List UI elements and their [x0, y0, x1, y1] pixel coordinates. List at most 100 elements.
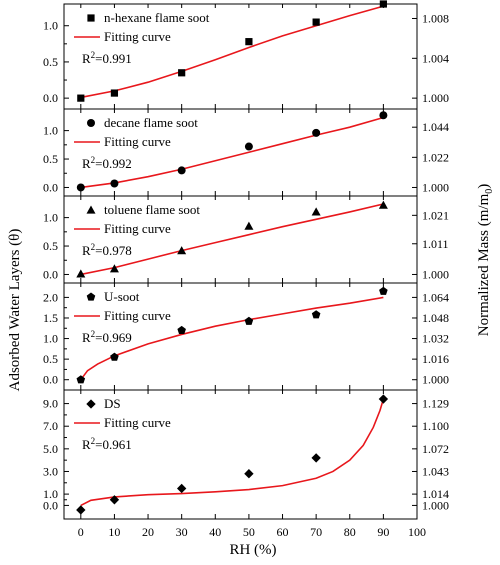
legend-marker — [86, 399, 96, 409]
left-y-tick-label: 0.0 — [43, 267, 58, 281]
panel-3: 0.0 0.5 1.0 1.000 1.011 1.021 toluene flame so… — [43, 195, 449, 284]
right-y-tick-label: 1.064 — [422, 290, 449, 304]
data-point — [109, 264, 119, 273]
data-point — [378, 394, 389, 404]
left-y-tick-label: 0.0 — [43, 180, 58, 194]
right-y-tick-label: 1.000 — [422, 498, 449, 512]
left-y-tick-label: 7.0 — [43, 419, 58, 433]
right-y-tick-label: 1.014 — [422, 487, 449, 501]
right-y-tick-label: 1.000 — [422, 267, 449, 281]
data-point — [312, 18, 320, 26]
data-point — [177, 325, 186, 334]
legend-series-label: DS — [104, 396, 121, 411]
left-y-tick-label: 0.5 — [43, 55, 58, 69]
x-tick-label: 30 — [176, 525, 188, 539]
fitting-curve — [80, 398, 385, 507]
right-y-tick-label: 1.100 — [422, 419, 449, 433]
data-point — [312, 128, 321, 137]
x-axis: 0 10 20 30 40 50 60 70 80 90 100 — [78, 525, 426, 539]
legend-marker — [87, 14, 95, 22]
panel-4: 0.0 0.5 1.0 1.5 2.0 1.000 1.016 1.032 1.048 1.064… — [43, 282, 449, 391]
data-point — [245, 38, 253, 46]
x-tick-label: 10 — [108, 525, 120, 539]
r-squared-label: R2=0.992 — [82, 155, 132, 171]
right-y-tick-label: 1.022 — [422, 150, 449, 164]
left-y-tick-label: 0.5 — [43, 239, 58, 253]
x-tick-label: 80 — [344, 525, 356, 539]
left-y-tick-label: 0.0 — [43, 373, 58, 387]
left-y-axis-title: Adsorbed Water Layers (θ) — [7, 229, 23, 392]
x-tick-label: 70 — [310, 525, 322, 539]
data-point — [244, 316, 254, 325]
panel-frame — [63, 389, 418, 520]
data-point — [379, 286, 388, 295]
x-tick-label: 100 — [408, 525, 426, 539]
data-point — [176, 483, 187, 494]
data-point — [311, 207, 321, 216]
legend-series-label: n-hexane flame soot — [104, 10, 210, 25]
left-y-tick-label: 0.0 — [43, 498, 58, 512]
r-squared-label: R2=0.969 — [82, 329, 132, 345]
data-point — [177, 246, 187, 255]
left-y-tick-label: 1.0 — [43, 211, 58, 225]
data-point — [311, 310, 321, 319]
right-y-tick-label: 1.004 — [422, 51, 449, 65]
left-y-tick-label: 1.5 — [43, 311, 58, 325]
right-y-tick-label: 1.048 — [422, 311, 449, 325]
right-y-tick-label: 1.032 — [422, 332, 449, 346]
right-y-tick-label: 1.011 — [422, 237, 449, 251]
right-y-tick-label: 1.021 — [422, 208, 449, 222]
data-point — [311, 453, 321, 463]
data-point — [177, 166, 186, 175]
right-y-axis-title: Normalized Mass (m/m0) — [476, 184, 495, 336]
legend-marker — [87, 119, 95, 127]
left-y-tick-label: 3.0 — [43, 464, 58, 478]
r-squared-label: R2=0.991 — [82, 50, 132, 66]
right-y-tick-label: 1.000 — [422, 91, 449, 105]
chart-panels: 0.0 0.5 1.0 1.000 1.004 1.008 n-hexane flame s… — [43, 0, 449, 520]
data-point — [77, 94, 85, 102]
right-y-axis-title-subscript: 0 — [484, 189, 495, 194]
panel-2: 0.0 0.5 1.0 1.000 1.022 1.044 decane flame soo… — [43, 108, 449, 197]
left-y-tick-label: 1.0 — [43, 19, 58, 33]
right-y-axis-title-main: Normalized Mass (m/m — [476, 193, 492, 336]
data-point — [244, 221, 254, 230]
right-y-axis-title-close: ) — [476, 184, 492, 189]
x-tick-label: 20 — [142, 525, 154, 539]
right-y-tick-label: 1.008 — [422, 11, 449, 25]
left-y-tick-label: 2.0 — [43, 290, 58, 304]
x-tick-label: 40 — [209, 525, 221, 539]
legend-fit-label: Fitting curve — [104, 29, 171, 44]
left-y-tick-label: 1.0 — [43, 332, 58, 346]
left-y-tick-label: 1.0 — [43, 487, 58, 501]
legend-fit-label: Fitting curve — [104, 308, 171, 323]
fitting-curve — [80, 116, 384, 189]
data-point — [244, 142, 253, 151]
fitting-curve — [80, 203, 384, 276]
data-point — [110, 179, 119, 188]
right-y-tick-label: 1.000 — [422, 373, 449, 387]
data-point — [109, 495, 120, 505]
left-y-tick-label: 1.0 — [43, 124, 58, 138]
x-tick-label: 0 — [78, 525, 84, 539]
data-point — [379, 111, 388, 120]
data-point — [178, 69, 186, 77]
data-point — [378, 200, 388, 209]
legend-fit-label: Fitting curve — [104, 415, 171, 430]
right-y-tick-label: 1.000 — [422, 180, 449, 194]
data-point — [244, 469, 254, 479]
panel-1: 0.0 0.5 1.0 1.000 1.004 1.008 n-hexane flame s… — [43, 0, 449, 110]
legend-fit-label: Fitting curve — [104, 134, 171, 149]
legend-fit-label: Fitting curve — [104, 221, 171, 236]
right-y-tick-label: 1.044 — [422, 120, 449, 134]
x-tick-label: 60 — [277, 525, 289, 539]
x-tick-label: 50 — [243, 525, 255, 539]
r-squared-label: R2=0.961 — [82, 436, 132, 452]
x-axis-title: RH (%) — [229, 542, 276, 558]
legend-series-label: decane flame soot — [104, 115, 198, 130]
data-point — [76, 375, 86, 384]
data-point — [76, 269, 86, 278]
data-point — [76, 505, 86, 515]
data-point — [110, 89, 119, 97]
